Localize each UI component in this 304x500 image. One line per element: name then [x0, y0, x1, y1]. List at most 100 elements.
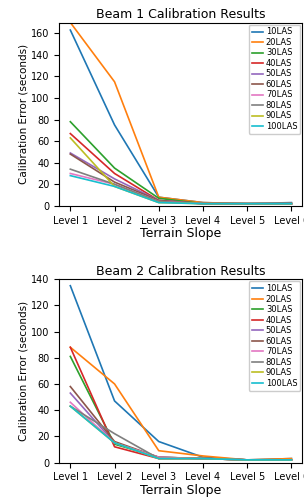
20LAS	[113, 79, 116, 85]
90LAS	[290, 200, 293, 206]
50LAS	[68, 390, 72, 396]
50LAS	[113, 176, 116, 182]
40LAS	[157, 198, 161, 203]
10LAS	[68, 282, 72, 288]
40LAS	[201, 456, 205, 462]
90LAS	[245, 200, 249, 206]
100LAS	[157, 200, 161, 205]
50LAS	[157, 198, 161, 203]
30LAS	[201, 456, 205, 462]
Title: Beam 2 Calibration Results: Beam 2 Calibration Results	[96, 265, 266, 278]
40LAS	[68, 130, 72, 136]
30LAS	[245, 200, 249, 206]
30LAS	[113, 165, 116, 171]
70LAS	[113, 440, 116, 446]
80LAS	[290, 457, 293, 463]
50LAS	[68, 150, 72, 156]
40LAS	[201, 200, 205, 206]
100LAS	[290, 200, 293, 206]
10LAS	[157, 194, 161, 200]
Legend: 10LAS, 20LAS, 30LAS, 40LAS, 50LAS, 60LAS, 70LAS, 80LAS, 90LAS, 100LAS: 10LAS, 20LAS, 30LAS, 40LAS, 50LAS, 60LAS…	[249, 24, 300, 134]
100LAS	[68, 172, 72, 178]
10LAS	[245, 200, 249, 206]
70LAS	[68, 400, 72, 406]
Line: 40LAS: 40LAS	[70, 348, 292, 460]
Line: 70LAS: 70LAS	[70, 402, 292, 460]
90LAS	[157, 200, 161, 205]
100LAS	[245, 457, 249, 463]
80LAS	[245, 200, 249, 206]
90LAS	[113, 184, 116, 190]
90LAS	[68, 403, 72, 409]
50LAS	[245, 200, 249, 206]
80LAS	[201, 456, 205, 462]
90LAS	[113, 440, 116, 446]
60LAS	[157, 454, 161, 460]
60LAS	[245, 200, 249, 206]
Line: 90LAS: 90LAS	[70, 138, 292, 203]
70LAS	[290, 200, 293, 206]
10LAS	[157, 438, 161, 444]
20LAS	[245, 200, 249, 206]
Line: 10LAS: 10LAS	[70, 286, 292, 460]
30LAS	[290, 457, 293, 463]
Line: 50LAS: 50LAS	[70, 393, 292, 460]
50LAS	[290, 457, 293, 463]
80LAS	[113, 182, 116, 188]
60LAS	[201, 456, 205, 462]
20LAS	[245, 457, 249, 463]
60LAS	[113, 438, 116, 444]
30LAS	[68, 118, 72, 124]
Line: 80LAS: 80LAS	[70, 406, 292, 460]
10LAS	[201, 200, 205, 205]
20LAS	[201, 453, 205, 459]
60LAS	[113, 179, 116, 185]
70LAS	[68, 170, 72, 176]
60LAS	[157, 198, 161, 203]
50LAS	[113, 440, 116, 446]
Line: 30LAS: 30LAS	[70, 356, 292, 460]
40LAS	[245, 457, 249, 463]
20LAS	[113, 381, 116, 387]
40LAS	[245, 200, 249, 206]
30LAS	[201, 200, 205, 206]
80LAS	[113, 430, 116, 436]
Line: 100LAS: 100LAS	[70, 176, 292, 204]
Line: 60LAS: 60LAS	[70, 386, 292, 460]
Line: 80LAS: 80LAS	[70, 169, 292, 203]
60LAS	[201, 200, 205, 206]
90LAS	[201, 456, 205, 462]
10LAS	[290, 200, 293, 205]
20LAS	[201, 200, 205, 205]
70LAS	[113, 182, 116, 188]
40LAS	[157, 456, 161, 462]
10LAS	[113, 398, 116, 404]
70LAS	[201, 456, 205, 462]
Line: 90LAS: 90LAS	[70, 406, 292, 460]
70LAS	[245, 457, 249, 463]
10LAS	[290, 456, 293, 462]
90LAS	[201, 200, 205, 206]
50LAS	[201, 456, 205, 462]
30LAS	[157, 196, 161, 202]
20LAS	[290, 200, 293, 206]
80LAS	[157, 456, 161, 462]
20LAS	[68, 20, 72, 26]
10LAS	[113, 122, 116, 128]
80LAS	[68, 166, 72, 172]
30LAS	[68, 354, 72, 360]
Line: 20LAS: 20LAS	[70, 22, 292, 204]
90LAS	[290, 457, 293, 463]
Line: 60LAS: 60LAS	[70, 154, 292, 204]
Title: Beam 1 Calibration Results: Beam 1 Calibration Results	[96, 8, 266, 22]
30LAS	[157, 454, 161, 460]
70LAS	[201, 200, 205, 206]
40LAS	[290, 457, 293, 463]
50LAS	[290, 200, 293, 206]
30LAS	[245, 457, 249, 463]
30LAS	[113, 441, 116, 447]
50LAS	[245, 457, 249, 463]
90LAS	[245, 457, 249, 463]
80LAS	[201, 200, 205, 206]
100LAS	[113, 184, 116, 190]
